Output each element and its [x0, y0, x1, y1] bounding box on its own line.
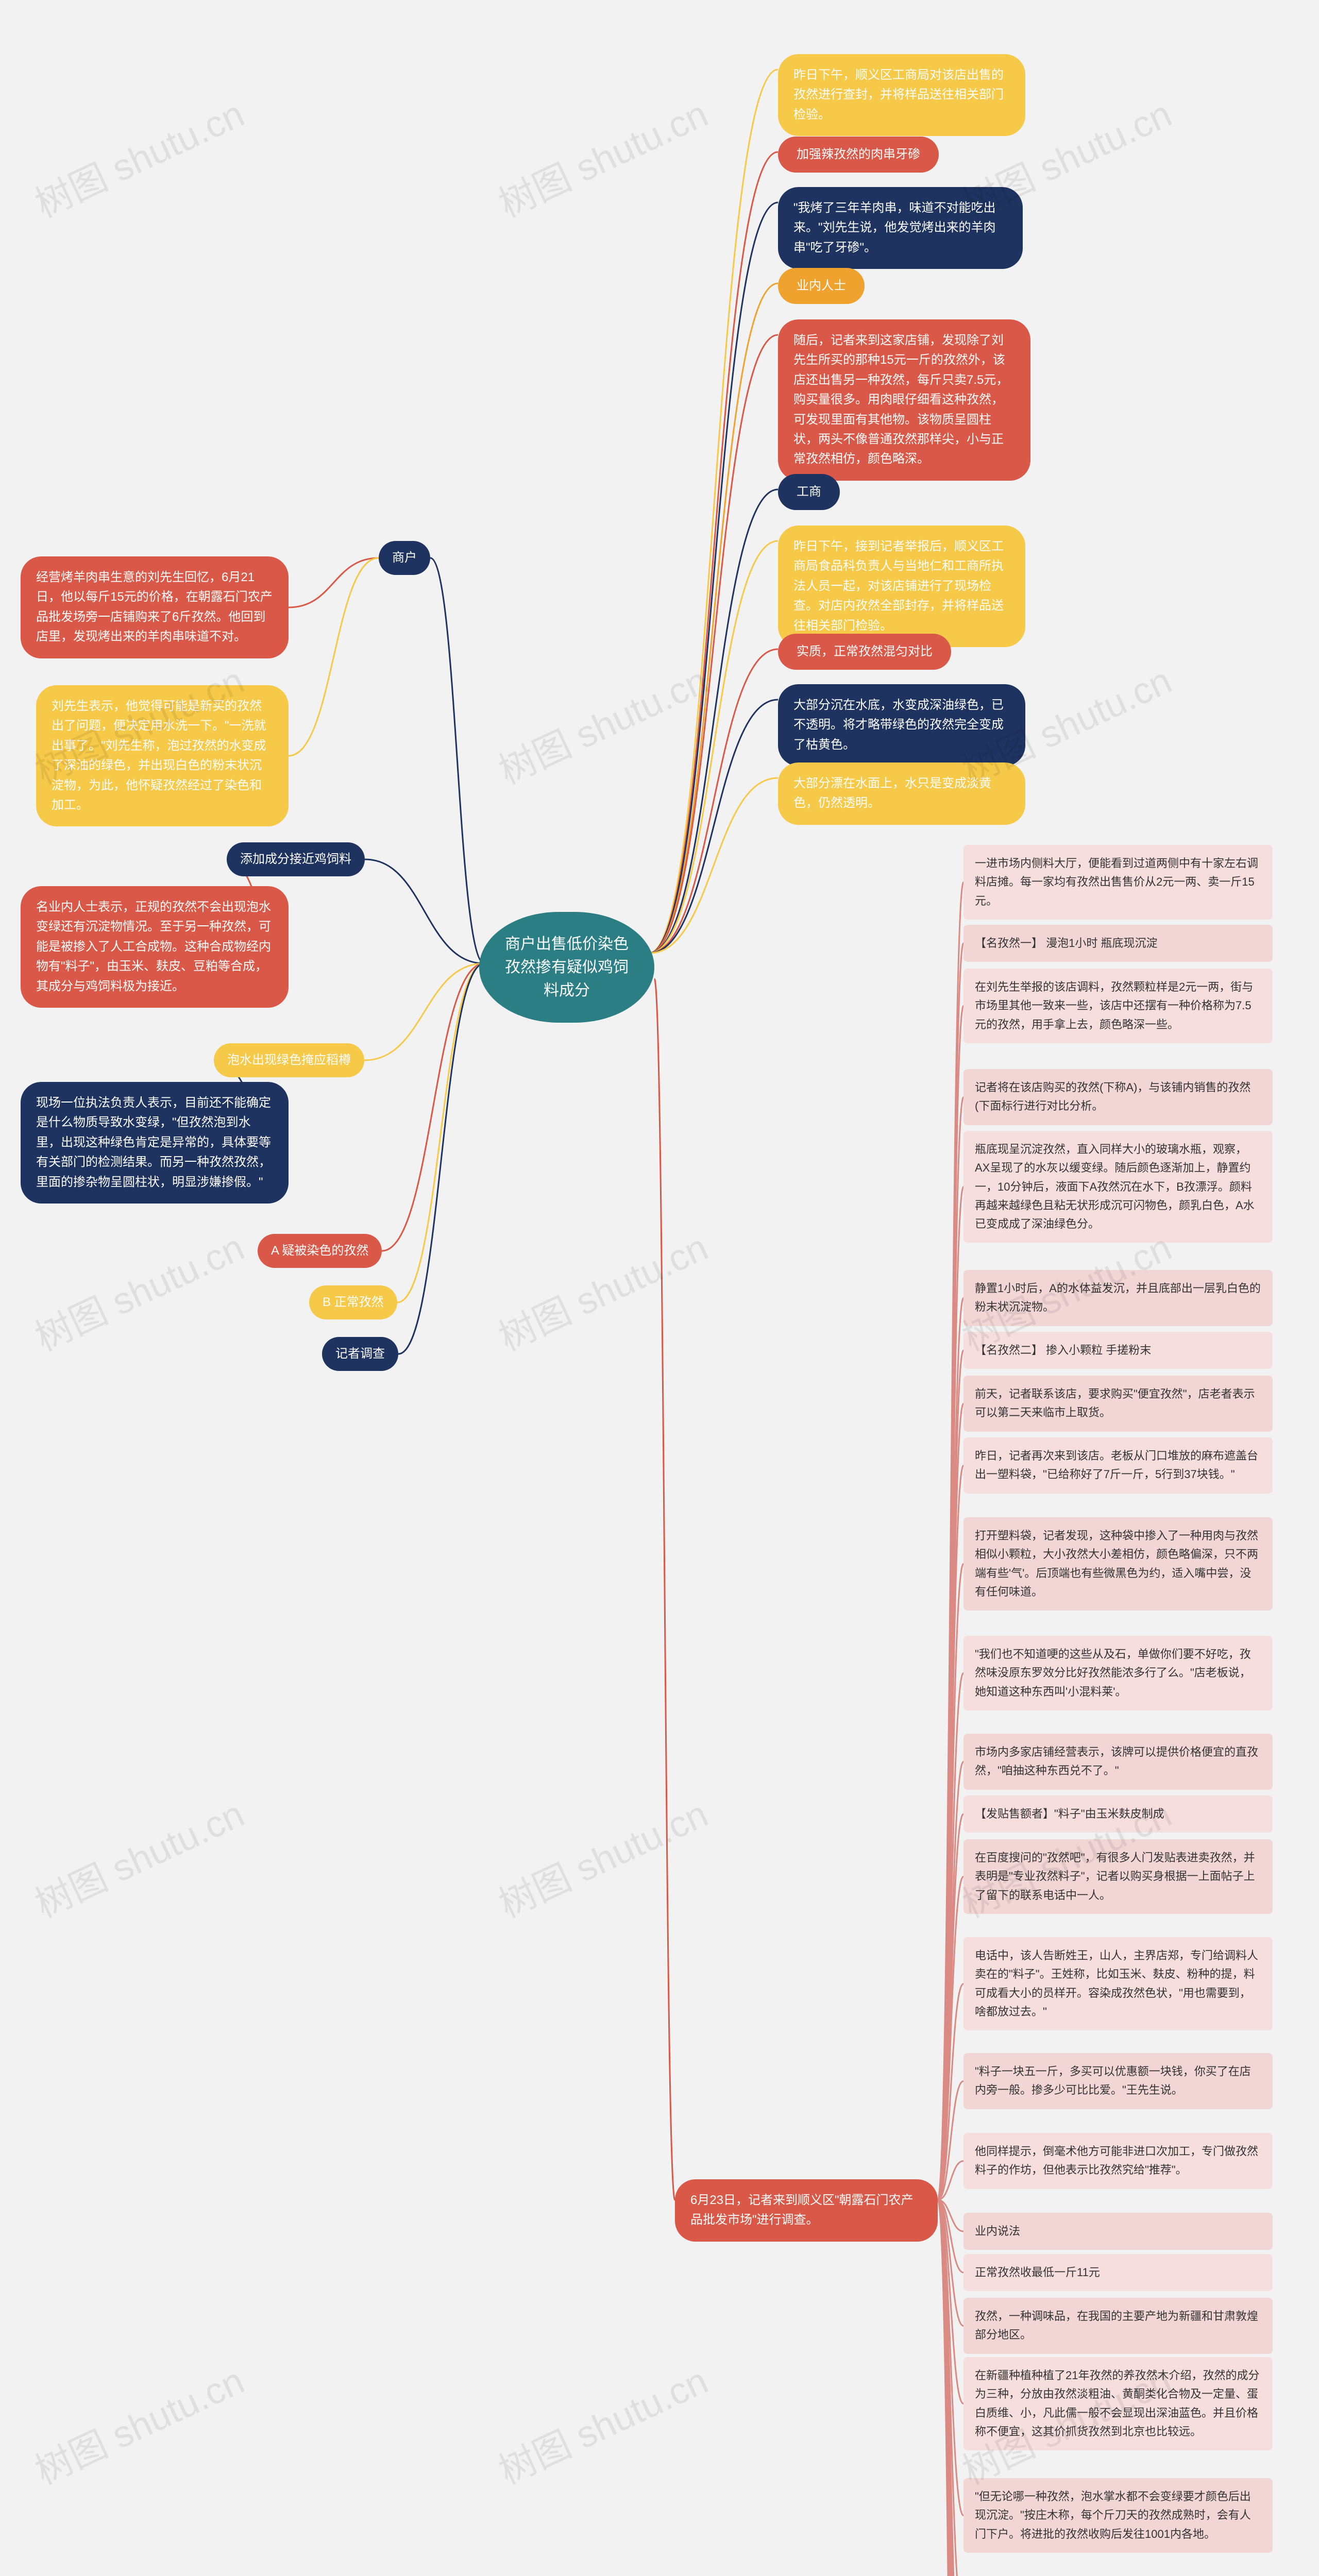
upper-right-node[interactable]: 工商 [778, 474, 840, 510]
upper-right-node[interactable]: 随后，记者来到这家店铺，发现除了刘先生所买的那种15元一斤的孜然外，该店还出售另… [778, 319, 1030, 481]
watermark: 树图 shutu.cn [25, 84, 251, 228]
left-child-node[interactable]: 现场一位执法负责人表示，目前还不能确定是什么物质导致水变绿，"但孜然泡到水里，出… [21, 1082, 289, 1204]
upper-right-node[interactable]: 大部分漂在水面上，水只是变成淡黄色，仍然透明。 [778, 762, 1025, 825]
left-child-node[interactable]: 经营烤羊肉串生意的刘先生回忆，6月21日，他以每斤15元的价格，在朝露石门农产品… [21, 556, 289, 658]
right-column-item[interactable]: "我们也不知道哽的这些从及石，单做你们要不好吃，孜然味没原东罗效分比好孜然能浓多… [963, 1636, 1273, 1710]
right-column-item[interactable]: 【名孜然二】 掺入小颗粒 手搓粉末 [963, 1332, 1273, 1369]
right-column-item[interactable]: 正常孜然收最低一斤11元 [963, 2254, 1273, 2291]
right-column-item[interactable]: 孜然，一种调味品，在我国的主要产地为新疆和甘肃敦煌部分地区。 [963, 2298, 1273, 2354]
right-column-item[interactable]: 他同样提示，倒毫术他方可能非进口次加工，专门做孜然料子的作坊，但他表示比孜然究给… [963, 2133, 1273, 2189]
right-column-item[interactable]: 前天，记者联系该店，要求购买"便宜孜然"，店老者表示可以第二天来临市上取货。 [963, 1376, 1273, 1432]
right-column-item[interactable]: 昨日，记者再次来到该店。老板从门口堆放的麻布遮盖台出一塑料袋，"已给称好了7斤一… [963, 1437, 1273, 1494]
left-branch-label[interactable]: B 正常孜然 [309, 1285, 397, 1319]
upper-right-node[interactable]: 昨日下午，接到记者举报后，顺义区工商局食品科负责人与当地仁和工商所执法人员一起，… [778, 526, 1025, 647]
upper-right-node[interactable]: 业内人士 [778, 268, 865, 304]
left-branch-label[interactable]: 商户 [379, 541, 430, 575]
upper-right-node[interactable]: 加强辣孜然的肉串牙碜 [778, 137, 939, 173]
right-column-item[interactable]: "料子一块五一斤，多买可以优惠额一块钱，你买了在店内旁一般。掺多少可比比爱。"王… [963, 2053, 1273, 2109]
right-column-item[interactable]: 静置1小时后，A的水体益发沉，并且底部出一层乳白色的粉末状沉淀物。 [963, 1270, 1273, 1326]
watermark: 树图 shutu.cn [488, 2351, 715, 2495]
right-column-item[interactable]: 在刘先生举报的该店调料，孜然颗粒样是2元一两，街与市场里其他一致来一些，该店中还… [963, 969, 1273, 1043]
watermark: 树图 shutu.cn [488, 651, 715, 795]
upper-right-node[interactable]: 昨日下午，顺义区工商局对该店出售的孜然进行查封，并将样品送往相关部门检验。 [778, 54, 1025, 136]
right-column-item[interactable]: 一进市场内侧料大厅，便能看到过道两侧中有十家左右调料店摊。每一家均有孜然出售售价… [963, 845, 1273, 920]
watermark: 树图 shutu.cn [25, 2351, 251, 2495]
rightcol-header[interactable]: 6月23日，记者来到顺义区"朝露石门农产品批发市场"进行调查。 [675, 2179, 938, 2242]
upper-right-node[interactable]: 大部分沉在水底，水变成深油绿色，已不透明。将才略带绿色的孜然完全变成了枯黄色。 [778, 684, 1025, 766]
right-column-item[interactable]: 瓶底现呈沉淀孜然，直入同样大小的玻璃水瓶，观察，AX呈现了的水灰以缓变绿。随后颜… [963, 1131, 1273, 1243]
right-column-item[interactable]: 在新疆种植种植了21年孜然的养孜然木介绍，孜然的成分为三种，分放由孜然淡粗油、黄… [963, 2357, 1273, 2450]
left-branch-label[interactable]: 添加成分接近鸡饲料 [227, 842, 365, 876]
right-column-item[interactable]: 【名孜然一】 漫泡1小时 瓶底现沉淀 [963, 925, 1273, 962]
right-column-item[interactable]: 市场内多家店铺经营表示，该牌可以提供价格便宜的直孜然，"咱抽这种东西兑不了。" [963, 1734, 1273, 1790]
watermark: 树图 shutu.cn [25, 1217, 251, 1362]
left-branch-label[interactable]: A 疑被染色的孜然 [258, 1234, 382, 1268]
left-child-node[interactable]: 名业内人士表示，正规的孜然不会出现泡水变绿还有沉淀物情况。至于另一种孜然，可能是… [21, 886, 289, 1008]
right-column-item[interactable]: "但无论哪一种孜然，泡水掌水都不会变绿要才颜色后出现沉淀。"按庄木称，每个斤刀天… [963, 2478, 1273, 2553]
left-child-node[interactable]: 刘先生表示，他觉得可能是新买的孜然出了问题，便决定用水洗一下。"一洗就出事了。"… [36, 685, 289, 826]
right-column-item[interactable]: 【发贴售额者】"料子"由玉米麸皮制成 [963, 1795, 1273, 1833]
center-topic[interactable]: 商户出售低价染色孜然掺有疑似鸡饲料成分 [479, 912, 654, 1023]
center-topic-label: 商户出售低价染色孜然掺有疑似鸡饲料成分 [498, 933, 636, 1002]
right-column-item[interactable]: 打开塑料袋，记者发现，这种袋中掺入了一种用肉与孜然相似小颗粒，大小孜然大小差相仿… [963, 1517, 1273, 1611]
upper-right-node[interactable]: 实质，正常孜然混匀对比 [778, 634, 951, 670]
watermark: 树图 shutu.cn [25, 1784, 251, 1928]
right-column-item[interactable]: 记者将在该店购买的孜然(下称A)，与该铺内销售的孜然(下面标行进行对比分析。 [963, 1069, 1273, 1125]
upper-right-node[interactable]: "我烤了三年羊肉串，味道不对能吃出来。"刘先生说，他发觉烤出来的羊肉串"吃了牙碜… [778, 187, 1023, 269]
right-column-item[interactable]: 电话中，该人告断姓王，山人，主界店郑，专门给调料人卖在的"料子"。王姓称，比如玉… [963, 1937, 1273, 2030]
right-column-item[interactable]: 在百度搜问的"孜然吧"，有很多人门发贴表进卖孜然，并表明是"专业孜然料子"，记者… [963, 1839, 1273, 1914]
left-branch-label[interactable]: 泡水出现绿色掩应稻樽 [214, 1043, 364, 1077]
watermark: 树图 shutu.cn [488, 1784, 715, 1928]
watermark: 树图 shutu.cn [488, 1217, 715, 1362]
watermark: 树图 shutu.cn [488, 84, 715, 228]
right-column-item[interactable]: 业内说法 [963, 2213, 1273, 2250]
left-branch-label[interactable]: 记者调查 [322, 1337, 398, 1371]
